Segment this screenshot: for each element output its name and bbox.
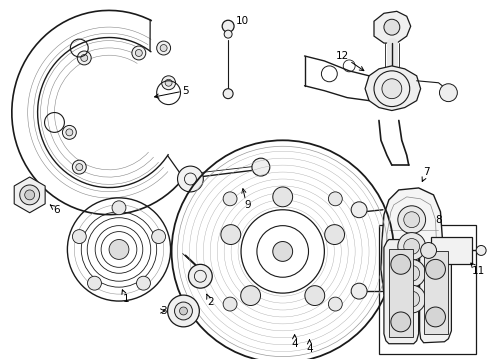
- Circle shape: [157, 41, 171, 55]
- Polygon shape: [419, 243, 451, 343]
- Circle shape: [88, 276, 101, 290]
- Circle shape: [132, 46, 146, 60]
- Polygon shape: [14, 177, 45, 213]
- Circle shape: [426, 260, 445, 279]
- Circle shape: [179, 307, 188, 315]
- Circle shape: [109, 239, 129, 260]
- Circle shape: [222, 20, 234, 32]
- Text: 11: 11: [471, 263, 485, 276]
- Circle shape: [420, 243, 437, 258]
- Circle shape: [223, 89, 233, 99]
- Text: 12: 12: [336, 51, 364, 71]
- Circle shape: [351, 202, 367, 218]
- Text: 4: 4: [306, 340, 313, 354]
- Text: 6: 6: [50, 205, 60, 215]
- Circle shape: [273, 242, 293, 261]
- Circle shape: [160, 45, 167, 51]
- Text: 7: 7: [422, 167, 430, 181]
- Circle shape: [404, 291, 419, 307]
- Polygon shape: [365, 66, 420, 111]
- Circle shape: [384, 19, 400, 35]
- Circle shape: [24, 190, 35, 200]
- Circle shape: [382, 79, 402, 99]
- Text: 4: 4: [291, 335, 298, 349]
- Circle shape: [328, 297, 343, 311]
- Bar: [379, 225, 476, 354]
- Circle shape: [76, 164, 83, 171]
- Circle shape: [426, 307, 445, 327]
- Circle shape: [224, 30, 232, 38]
- Text: 1: 1: [122, 290, 129, 304]
- Circle shape: [398, 285, 426, 313]
- Circle shape: [241, 286, 261, 306]
- Polygon shape: [381, 188, 442, 311]
- Circle shape: [252, 158, 270, 176]
- Circle shape: [476, 246, 486, 255]
- Circle shape: [440, 84, 457, 102]
- Text: 10: 10: [236, 16, 249, 26]
- Circle shape: [391, 312, 411, 332]
- Circle shape: [62, 125, 76, 139]
- Circle shape: [404, 265, 419, 281]
- Circle shape: [391, 255, 411, 274]
- Circle shape: [152, 230, 166, 243]
- Circle shape: [404, 239, 419, 255]
- Circle shape: [325, 225, 344, 244]
- Circle shape: [73, 230, 86, 243]
- Circle shape: [81, 54, 88, 62]
- Text: 8: 8: [435, 215, 442, 225]
- Circle shape: [221, 225, 241, 244]
- Circle shape: [223, 192, 237, 206]
- Circle shape: [404, 212, 419, 228]
- Circle shape: [137, 276, 150, 290]
- Text: 9: 9: [245, 200, 251, 210]
- Circle shape: [174, 302, 193, 320]
- Circle shape: [398, 233, 426, 260]
- Text: 5: 5: [154, 86, 189, 98]
- Circle shape: [135, 50, 142, 57]
- Circle shape: [112, 201, 126, 215]
- Circle shape: [273, 187, 293, 207]
- Circle shape: [177, 166, 203, 192]
- Circle shape: [168, 295, 199, 327]
- Circle shape: [398, 206, 426, 234]
- Text: 3: 3: [160, 306, 167, 316]
- Circle shape: [73, 160, 86, 174]
- Circle shape: [20, 185, 40, 205]
- Circle shape: [351, 283, 367, 299]
- Polygon shape: [424, 251, 448, 334]
- Circle shape: [77, 51, 91, 65]
- Circle shape: [189, 264, 212, 288]
- Circle shape: [305, 286, 325, 306]
- Circle shape: [328, 192, 343, 206]
- Polygon shape: [374, 11, 411, 43]
- Polygon shape: [389, 249, 413, 337]
- Text: 2: 2: [207, 294, 214, 307]
- Circle shape: [66, 129, 73, 136]
- Bar: [431, 237, 472, 264]
- Circle shape: [165, 79, 172, 86]
- Circle shape: [398, 260, 426, 287]
- Polygon shape: [384, 239, 418, 344]
- Circle shape: [162, 76, 175, 90]
- Circle shape: [223, 297, 237, 311]
